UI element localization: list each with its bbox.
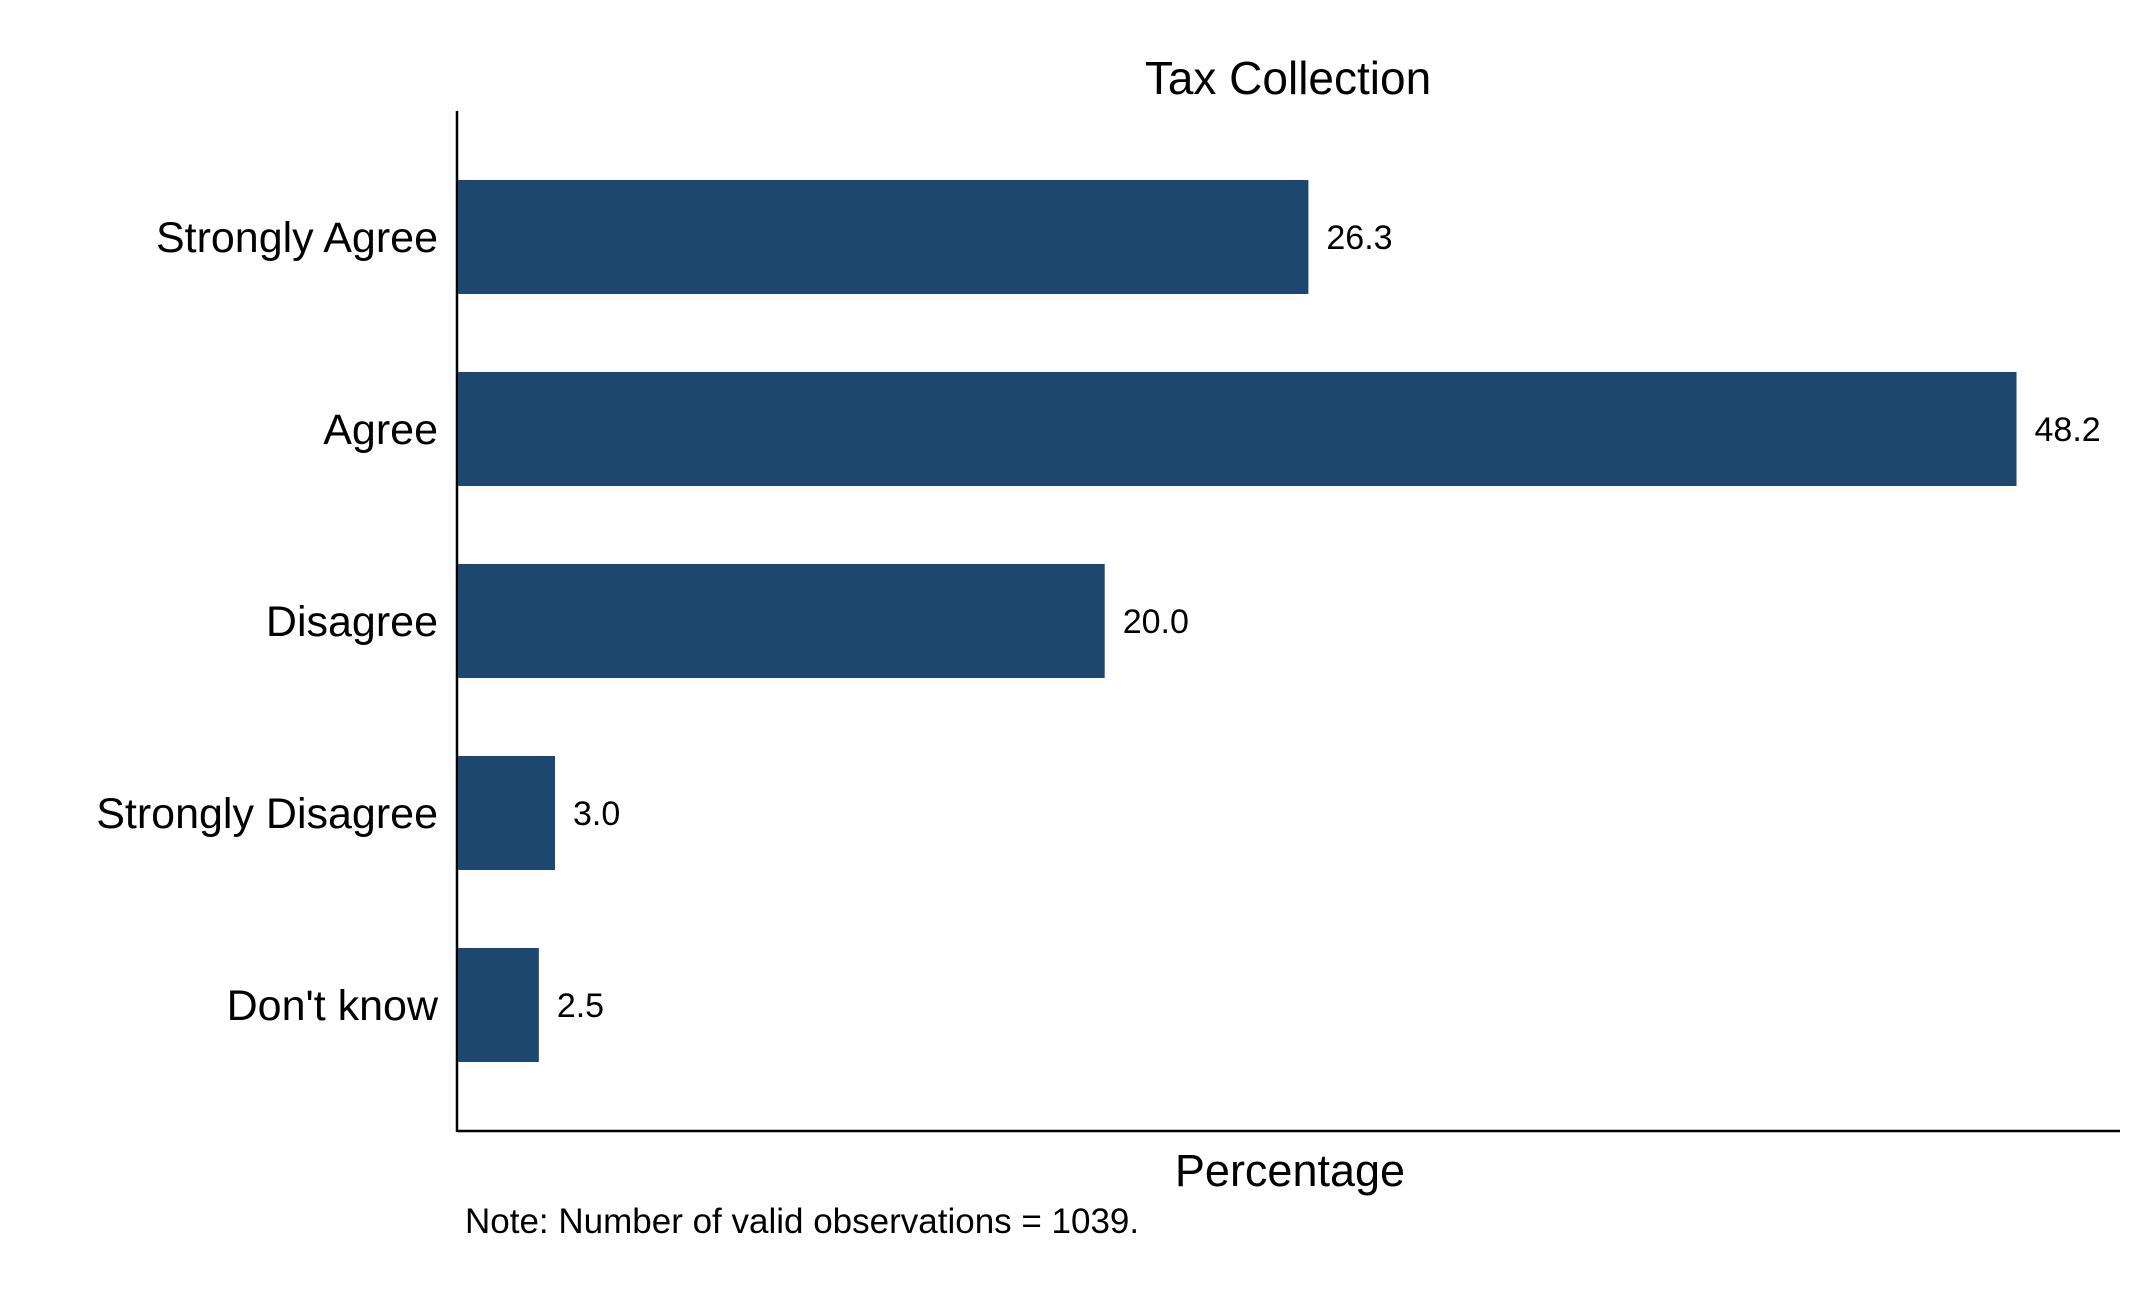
value-label: 48.2: [2035, 411, 2101, 449]
bar-strongly-disagree: [458, 756, 556, 870]
x-axis-title: Percentage: [1175, 1145, 1405, 1196]
bar-disagree: [458, 564, 1105, 678]
value-label: 3.0: [573, 795, 620, 833]
bar-agree: [458, 372, 2017, 486]
category-label: Strongly Disagree: [96, 790, 438, 838]
bars-group: Strongly Agree 26.3 Agree 48.2 Disagree 20.0 S…: [96, 180, 2101, 1062]
category-label: Don't know: [227, 982, 439, 1030]
value-label: 26.3: [1326, 219, 1392, 257]
category-label: Agree: [323, 406, 438, 454]
bar-don-t-know: [458, 948, 539, 1062]
value-label: 20.0: [1123, 603, 1189, 641]
category-label: Strongly Agree: [156, 214, 438, 262]
value-label: 2.5: [557, 987, 604, 1025]
chart-title: Tax Collection: [1145, 52, 1431, 104]
bar-strongly-agree: [458, 180, 1309, 294]
category-label: Disagree: [266, 598, 438, 646]
footnote: Note: Number of valid observations = 103…: [465, 1202, 1140, 1241]
